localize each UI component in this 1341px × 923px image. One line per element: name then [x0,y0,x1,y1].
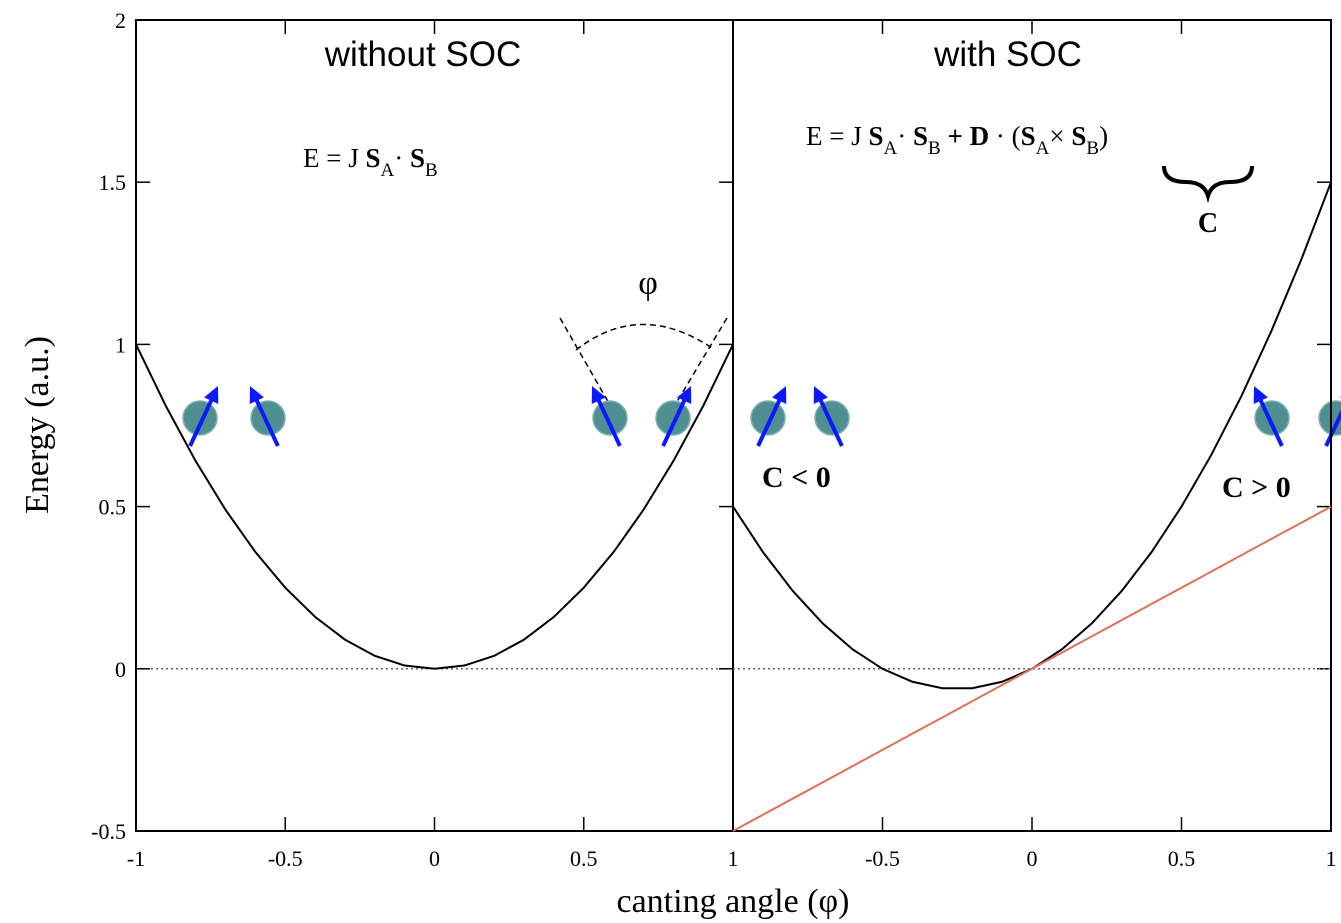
x-tick-label: -0.5 [865,846,900,871]
angle-line [559,317,611,406]
spin-arrowhead [591,386,606,404]
brace [1162,165,1254,204]
spin-arrow [661,394,689,447]
y-tick-label: 1.5 [99,170,127,195]
spin-site [750,400,786,436]
x-tick-label: 1 [1326,846,1337,871]
formula-part: ) [1099,121,1108,151]
spin-arrow [252,394,280,447]
spin-site [592,400,628,436]
y-axis-label: Energy (a.u.) [19,336,56,514]
x-tick-label: -1 [127,846,145,871]
formula-part: A [381,160,395,181]
spin-site [182,400,218,436]
spin-site [655,400,691,436]
formula-part: S [1071,121,1086,151]
spin-arrowhead [677,386,692,404]
panel-title: with SOC [933,35,1082,74]
x-axis-label: canting angle (φ) [617,883,850,920]
x-tick-label: 0.5 [1168,846,1196,871]
formula-part: S [365,143,380,173]
formula-part: S [410,143,425,173]
formula-part: A [884,138,898,159]
formula-part: A [1036,138,1050,159]
x-tick-label: 0 [429,846,440,871]
formula-part: E = J [806,121,868,151]
annotation: C > 0 [1222,471,1291,504]
x-tick-label: 0 [1027,846,1038,871]
spin-arrow [1256,394,1284,447]
spin-arrow [594,394,622,447]
spin-arrow [816,394,844,447]
spin-site [1254,400,1290,436]
spin-site [814,400,850,436]
formula-part: B [928,138,941,159]
spin-arrowhead [813,386,828,404]
spin-arrowhead [772,386,787,404]
y-tick-label: 2 [115,8,126,33]
formula-part: B [425,160,438,181]
formula-part: S [913,121,928,151]
y-tick-label: 0 [115,657,126,682]
formula-part: S [868,121,883,151]
spin-site [250,400,286,436]
formula-part: D [970,121,990,151]
angle-label: φ [638,265,658,302]
annotation: C < 0 [762,461,831,494]
data-line [135,343,734,670]
brace-label: C [1198,208,1218,239]
formula-part: · [394,143,410,173]
spin-arrowhead [1253,386,1268,404]
y-tick-label: -0.5 [91,819,126,844]
angle-arc [575,323,713,351]
formula-part: S [1021,121,1036,151]
formula-part: E = J [303,143,365,173]
y-tick-label: 0.5 [99,495,127,520]
formula-part: + [941,121,970,151]
y-tick-label: 1 [115,332,126,357]
formula-part: · [897,121,913,151]
x-tick-label: -0.5 [268,846,303,871]
spin-arrow [188,394,216,447]
spin-arrowhead [204,386,219,404]
formula-part: × [1049,121,1071,151]
x-tick-label: 1 [728,846,739,871]
spin-arrow [756,394,784,447]
spin-arrowhead [249,386,264,404]
data-line [732,505,1332,832]
formula-part: · ( [989,121,1020,151]
angle-line [674,317,728,406]
panel-title: without SOC [324,35,521,74]
formula: E = J SA· SB [303,143,438,181]
x-tick-label: 0.5 [570,846,598,871]
formula: E = J SA· SB + D · (SA× SB) [806,121,1108,159]
formula-part: B [1086,138,1099,159]
